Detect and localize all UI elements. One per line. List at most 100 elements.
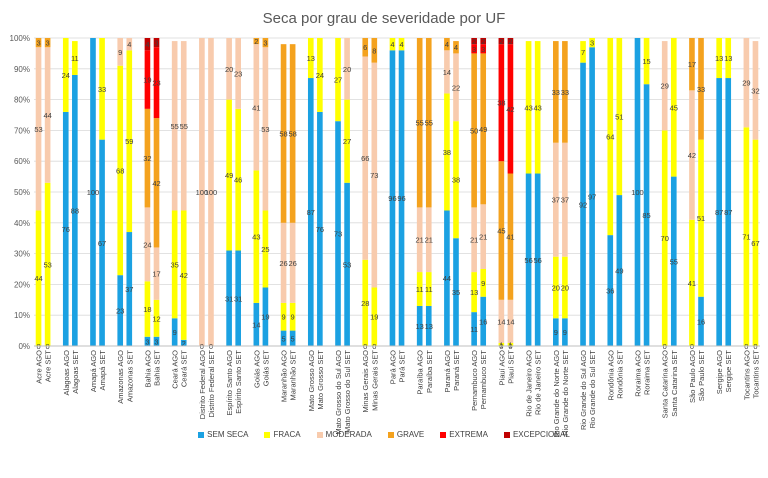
data-label: 59 (125, 137, 133, 146)
legend-swatch (264, 431, 271, 438)
bar-segment (643, 84, 650, 346)
data-label: 14 (252, 320, 260, 329)
data-label: 11 (416, 285, 424, 294)
x-tick-label: Bahia AGO (143, 350, 152, 388)
data-label: 38 (443, 148, 451, 157)
bar-segment (480, 296, 487, 346)
y-tick-label: 10% (14, 311, 30, 320)
data-label: 4 (145, 40, 149, 49)
x-tick-label: Rio de Janeiro AGO (525, 350, 534, 417)
bar-segment (280, 302, 287, 331)
data-label: 50 (470, 126, 478, 135)
bar-segment (262, 210, 269, 288)
data-label: 31 (234, 294, 242, 303)
data-label: 46 (234, 176, 242, 185)
data-label: 44 (34, 274, 42, 283)
data-label: 3 (590, 39, 594, 48)
data-label: 53 (34, 125, 42, 134)
bar-segment (371, 62, 378, 288)
x-tick-label: Sergipe SET (724, 350, 733, 393)
bar-segment (126, 38, 133, 51)
chart-title: Seca por grau de severidade por UF (262, 10, 506, 27)
data-label: 19 (370, 313, 378, 322)
bar-segment (480, 204, 487, 269)
x-tick-label: Santa Catarina SET (670, 350, 679, 417)
bar-segment (144, 281, 151, 337)
x-tick-label: Paraíba AGO (416, 350, 425, 395)
bar-segment (453, 41, 459, 54)
bar-segment (389, 38, 396, 51)
x-tick-label: Ceará SET (180, 350, 189, 388)
data-label: 20 (552, 283, 560, 292)
data-label: 9 (173, 328, 177, 337)
bar-segment (62, 111, 69, 346)
data-label: 87 (724, 208, 732, 217)
data-label: 87 (715, 208, 723, 217)
data-label: 3 (263, 39, 267, 48)
bar-segment (498, 44, 505, 162)
bar-segment (607, 38, 614, 236)
data-label: 7 (581, 48, 585, 57)
x-tick-label: Goiás AGO (252, 350, 261, 388)
data-label: 17 (152, 270, 160, 279)
data-label: 14 (506, 317, 514, 326)
y-tick-label: 0% (18, 342, 30, 351)
bar-segment (144, 38, 151, 51)
data-label: 33 (697, 85, 705, 94)
x-tick-label: Espírito Santo AGO (225, 350, 234, 416)
bar-segment (698, 296, 704, 346)
data-label: 13 (307, 54, 315, 63)
y-tick-label: 20% (14, 280, 30, 289)
bar-segment (235, 250, 242, 346)
bar-segment (698, 38, 704, 140)
bar-segment (235, 38, 242, 109)
x-tick-label: Pará SET (398, 350, 407, 383)
bar-segment (126, 50, 133, 233)
bar-segment (199, 38, 205, 346)
bar-segment (344, 182, 350, 346)
data-label: 31 (225, 294, 233, 303)
bar-segment (335, 121, 341, 346)
bar-segment (689, 38, 695, 91)
data-label: 55 (170, 122, 178, 131)
data-label: 100 (87, 188, 100, 197)
y-tick-label: 80% (14, 96, 30, 105)
data-label: 13 (724, 54, 732, 63)
bar-segment (289, 44, 296, 223)
bar-segment (72, 41, 78, 75)
bar-segment (661, 41, 668, 131)
bar-segment (62, 38, 69, 112)
data-label: 58 (288, 129, 296, 138)
bar-segment (35, 38, 42, 48)
data-label: 35 (452, 288, 460, 297)
data-label: 9 (118, 48, 122, 57)
data-label: 51 (697, 214, 705, 223)
y-tick-label: 50% (14, 188, 30, 197)
data-label: 67 (98, 239, 106, 248)
chart-legend: SEM SECA FRACA MODERADA GRAVE EXTREMA EXCEPCI… (0, 430, 768, 439)
data-label: 33 (561, 88, 569, 97)
data-label: 70 (661, 234, 669, 243)
data-label: 21 (416, 236, 424, 245)
x-tick-label: Amazonas SET (125, 350, 134, 403)
data-label: 25 (261, 245, 269, 254)
bar-segment (752, 41, 759, 140)
x-tick-label: Amapá AGO (89, 350, 98, 392)
bar-segment (171, 41, 178, 211)
data-label: 32 (751, 86, 759, 95)
x-tick-label: Rio Grande do Sul AGO (579, 350, 588, 430)
bar-segment (226, 38, 232, 100)
bar-segment (471, 312, 477, 346)
bar-segment (743, 127, 750, 346)
bar-segment (226, 99, 232, 251)
bar-segment (153, 336, 160, 346)
bar-segment (117, 65, 124, 276)
data-label: 13 (425, 322, 433, 331)
bar-segment (725, 78, 732, 346)
bar-segment (453, 121, 459, 239)
bar-segment (725, 38, 732, 79)
data-label: 24 (143, 240, 151, 249)
x-tick-label: Minas Gerais AGO (361, 350, 370, 413)
bar-segment (643, 38, 650, 85)
bar-segment (471, 272, 477, 313)
